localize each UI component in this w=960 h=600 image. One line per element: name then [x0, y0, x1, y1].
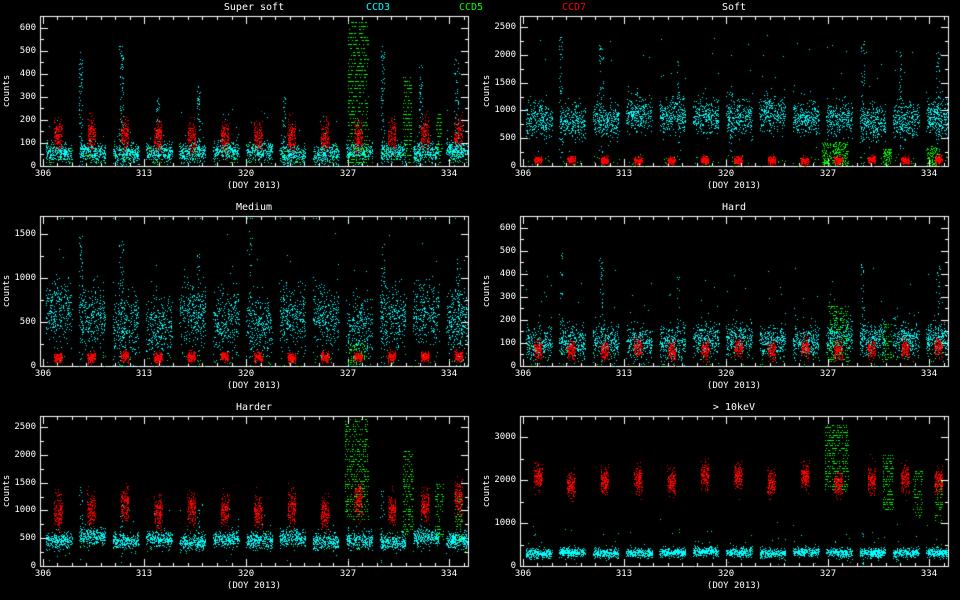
legend-item-ccd5: CCD5 [459, 2, 484, 13]
x-tick-label: 320 [717, 569, 735, 579]
scatter-plot-canvas [480, 0, 960, 200]
y-tick-label: 500 [499, 246, 516, 256]
y-tick-label: 3000 [494, 432, 516, 442]
scatter-plot-canvas [0, 400, 480, 600]
y-axis-label: counts [482, 274, 492, 308]
panel-title: Harder [235, 402, 273, 413]
y-tick-label: 600 [19, 23, 36, 33]
x-axis-label: (DOY 2013) [226, 381, 282, 391]
x-tick-label: 306 [34, 369, 52, 379]
x-tick-label: 306 [34, 169, 52, 179]
x-tick-label: 313 [615, 169, 633, 179]
y-tick-label: 1000 [494, 518, 516, 528]
y-tick-label: 400 [19, 69, 36, 79]
x-tick-label: 320 [717, 169, 735, 179]
scatter-plot-canvas [480, 200, 960, 400]
y-tick-label: 600 [499, 223, 516, 233]
x-axis-label: (DOY 2013) [226, 581, 282, 591]
panel-title: Soft [721, 2, 747, 13]
x-tick-label: 327 [819, 569, 837, 579]
x-tick-label: 334 [920, 369, 938, 379]
y-tick-label: 0 [30, 161, 36, 171]
x-tick-label: 306 [514, 569, 532, 579]
y-tick-label: 400 [499, 269, 516, 279]
scatter-plot-canvas [0, 0, 480, 200]
x-axis-label: (DOY 2013) [706, 381, 762, 391]
x-tick-label: 320 [237, 569, 255, 579]
panel-super-soft: Super soft counts (DOY 2013) 0 100 200 300 400 5… [0, 0, 480, 200]
y-tick-label: 500 [19, 533, 36, 543]
x-tick-label: 327 [339, 169, 357, 179]
y-tick-label: 0 [510, 361, 516, 371]
y-tick-label: 0 [30, 361, 36, 371]
x-tick-label: 334 [440, 369, 458, 379]
x-tick-label: 306 [514, 169, 532, 179]
x-axis-label: (DOY 2013) [706, 581, 762, 591]
y-tick-label: 0 [510, 161, 516, 171]
y-tick-label: 2000 [14, 450, 36, 460]
panel-title: Hard [721, 202, 747, 213]
x-tick-label: 334 [440, 169, 458, 179]
x-tick-label: 306 [34, 569, 52, 579]
x-tick-label: 313 [615, 369, 633, 379]
x-tick-label: 327 [819, 369, 837, 379]
panel-harder: Harder counts (DOY 2013) 0 500 1000 1500 2000 25… [0, 400, 480, 600]
y-axis-label: counts [2, 74, 12, 108]
x-tick-label: 327 [339, 569, 357, 579]
y-tick-label: 500 [499, 133, 516, 143]
x-tick-label: 327 [819, 169, 837, 179]
y-tick-label: 500 [19, 46, 36, 56]
y-tick-label: 2500 [494, 22, 516, 32]
x-tick-label: 313 [135, 569, 153, 579]
y-tick-label: 1000 [494, 105, 516, 115]
legend-item-ccd7: CCD7 [562, 2, 587, 13]
x-tick-label: 334 [920, 569, 938, 579]
y-tick-label: 2000 [494, 50, 516, 60]
y-tick-label: 300 [19, 92, 36, 102]
panel-title: Super soft [223, 2, 285, 13]
x-tick-label: 320 [237, 369, 255, 379]
panel-title: Medium [235, 202, 273, 213]
x-axis-label: (DOY 2013) [706, 181, 762, 191]
y-tick-label: 200 [19, 115, 36, 125]
y-tick-label: 2000 [494, 475, 516, 485]
panel-hard: Hard counts (DOY 2013) 0 100 200 300 400 500 600 3… [480, 200, 960, 400]
y-tick-label: 300 [499, 292, 516, 302]
y-tick-label: 500 [19, 317, 36, 327]
x-tick-label: 320 [237, 169, 255, 179]
x-tick-label: 313 [135, 369, 153, 379]
x-tick-label: 313 [135, 169, 153, 179]
x-tick-label: 327 [339, 369, 357, 379]
y-tick-label: 2500 [14, 422, 36, 432]
panel-soft: Soft counts (DOY 2013) 0 500 1000 1500 2000 2500… [480, 0, 960, 200]
y-tick-label: 200 [499, 315, 516, 325]
y-tick-label: 100 [499, 338, 516, 348]
scatter-plot-canvas [0, 200, 480, 400]
y-tick-label: 1000 [14, 273, 36, 283]
x-tick-label: 313 [615, 569, 633, 579]
y-tick-label: 1000 [14, 505, 36, 515]
y-tick-label: 100 [19, 138, 36, 148]
y-tick-label: 0 [30, 561, 36, 571]
x-tick-label: 306 [514, 369, 532, 379]
x-tick-label: 334 [920, 169, 938, 179]
panel-10kev: > 10keV counts (DOY 2013) 0 1000 2000 3000 306 3… [480, 400, 960, 600]
y-tick-label: 1500 [494, 78, 516, 88]
y-tick-label: 1500 [14, 478, 36, 488]
panel-medium: Medium counts (DOY 2013) 0 500 1000 1500 306 313… [0, 200, 480, 400]
y-tick-label: 1500 [14, 229, 36, 239]
y-tick-label: 0 [510, 561, 516, 571]
x-axis-label: (DOY 2013) [226, 181, 282, 191]
x-tick-label: 334 [440, 569, 458, 579]
panel-title: > 10keV [712, 402, 756, 413]
x-tick-label: 320 [717, 369, 735, 379]
legend-item-ccd3: CCD3 [366, 2, 391, 13]
scatter-plot-canvas [480, 400, 960, 600]
